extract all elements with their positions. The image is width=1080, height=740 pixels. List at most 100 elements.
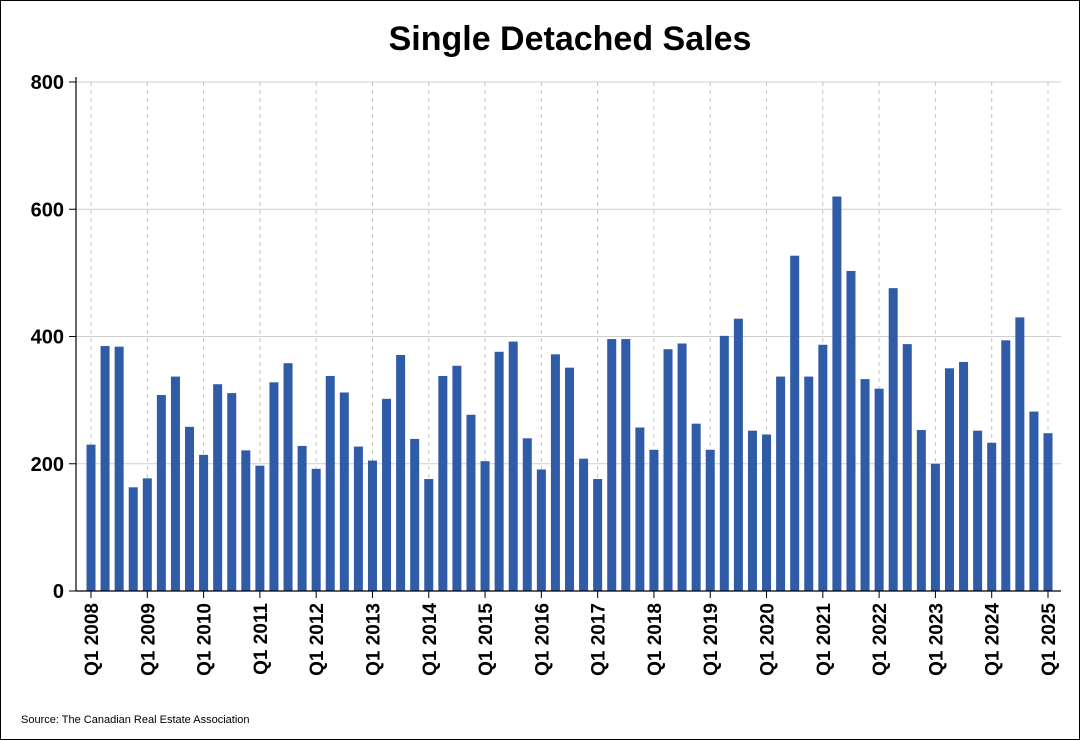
bar — [142, 478, 152, 591]
bar — [719, 335, 729, 591]
bar — [1015, 317, 1025, 591]
bar — [902, 344, 912, 591]
bar — [579, 458, 589, 591]
bar — [508, 341, 518, 591]
bar — [128, 487, 138, 591]
x-tick-label: Q1 2020 — [758, 603, 779, 676]
bar — [452, 365, 462, 591]
x-tick-label: Q1 2021 — [814, 603, 835, 676]
bar — [367, 460, 377, 591]
bar — [776, 376, 786, 591]
y-tick-label: 200 — [31, 454, 64, 476]
bar — [522, 438, 532, 591]
x-tick-label: Q1 2023 — [926, 603, 947, 676]
bar — [466, 414, 476, 591]
axes — [69, 77, 1061, 598]
bar — [916, 430, 926, 591]
bar — [663, 349, 673, 591]
x-tick-labels: Q1 2008 Q1 2009 Q1 2010 Q1 2011 Q1 2012 Q1 20… — [82, 603, 1060, 676]
bar — [156, 395, 166, 591]
bar — [213, 384, 223, 591]
bar — [311, 468, 321, 591]
bar — [494, 351, 504, 591]
bar — [888, 288, 898, 591]
bar — [860, 379, 870, 591]
bar — [283, 363, 293, 591]
bar — [733, 318, 743, 591]
bar — [114, 346, 124, 591]
bar — [1029, 411, 1039, 591]
bar — [677, 343, 687, 591]
bar — [691, 423, 701, 591]
bar — [818, 344, 828, 591]
bar — [255, 465, 265, 591]
x-tick-label: Q1 2016 — [532, 603, 553, 676]
bar — [1043, 433, 1053, 591]
bar — [353, 446, 363, 591]
bar — [930, 463, 940, 591]
x-tick-label: Q1 2008 — [82, 603, 103, 676]
bar — [593, 479, 603, 591]
x-tick-label: Q1 2014 — [420, 603, 441, 676]
bar — [762, 434, 772, 591]
x-tick-label: Q1 2010 — [195, 603, 216, 676]
bar — [790, 255, 800, 592]
bar — [269, 382, 279, 591]
x-tick-label: Q1 2017 — [589, 603, 610, 676]
x-tick-label: Q1 2012 — [307, 603, 328, 676]
bar — [804, 376, 814, 591]
bar — [185, 426, 195, 591]
bar — [874, 388, 884, 591]
bar — [973, 430, 983, 591]
bar — [705, 449, 715, 591]
x-tick-label: Q1 2013 — [363, 603, 384, 676]
bar — [396, 354, 406, 591]
bar — [536, 469, 546, 591]
bar — [1001, 340, 1011, 591]
bar — [846, 270, 856, 591]
bar — [325, 375, 335, 591]
bar — [649, 449, 659, 591]
bar — [987, 442, 997, 591]
x-tick-label: Q1 2025 — [1039, 603, 1060, 676]
x-tick-label: Q1 2009 — [138, 603, 159, 676]
bar — [227, 393, 237, 591]
bar — [635, 427, 645, 591]
source-note: Source: The Canadian Real Estate Associa… — [21, 714, 250, 726]
bar — [438, 375, 448, 591]
x-tick-label: Q1 2022 — [870, 603, 891, 676]
bar — [382, 398, 392, 591]
x-tick-label: Q1 2019 — [701, 603, 722, 676]
y-tick-labels: 0 200 400 600 800 — [31, 72, 64, 603]
bar — [170, 376, 180, 591]
bar — [621, 339, 631, 591]
bar — [297, 445, 307, 591]
bar — [241, 450, 251, 591]
bar — [339, 392, 349, 591]
bar — [607, 339, 617, 591]
bar — [410, 438, 420, 591]
y-tick-label: 600 — [31, 199, 64, 221]
x-tick-label: Q1 2011 — [251, 603, 272, 675]
bar — [100, 346, 110, 591]
y-tick-label: 0 — [53, 581, 64, 603]
bar — [199, 454, 209, 591]
chart-title: Single Detached Sales — [389, 20, 752, 58]
bar — [86, 444, 96, 591]
bar — [832, 196, 842, 591]
bars — [86, 196, 1053, 592]
y-tick-label: 400 — [31, 327, 64, 349]
bar — [747, 430, 757, 591]
x-tick-label: Q1 2015 — [476, 603, 497, 676]
bar — [959, 361, 969, 591]
bar — [480, 461, 490, 591]
y-tick-label: 800 — [31, 72, 64, 94]
bar — [550, 354, 560, 591]
bar — [565, 367, 574, 591]
x-tick-label: Q1 2024 — [983, 603, 1004, 676]
bar — [424, 479, 434, 591]
bar — [944, 368, 954, 591]
x-tick-label: Q1 2018 — [645, 603, 666, 676]
